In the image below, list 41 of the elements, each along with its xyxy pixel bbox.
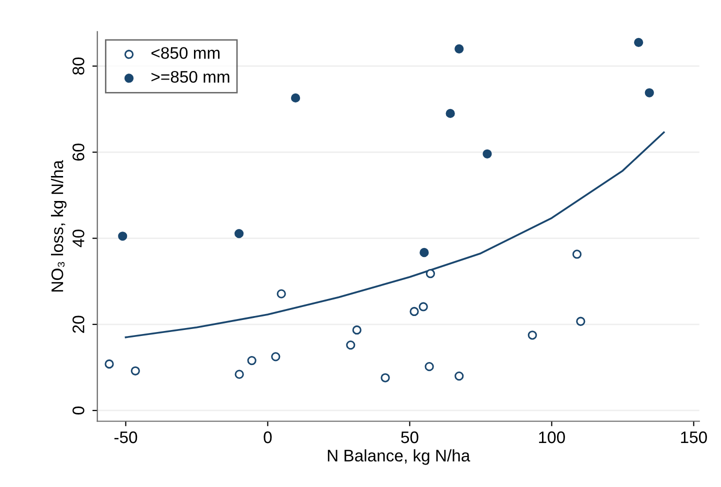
- y-tick-label: 80: [72, 57, 84, 75]
- point: [482, 149, 492, 158]
- x-axis-title: N Balance, kg N/ha: [328, 449, 470, 465]
- y-axis-title: NO₃ loss, kg N/ha: [50, 160, 67, 292]
- point: [346, 340, 356, 350]
- point: [380, 373, 390, 382]
- line-series: [124, 131, 665, 338]
- point: [454, 371, 464, 381]
- point: [410, 306, 419, 316]
- point: [446, 108, 455, 118]
- point: [352, 325, 362, 335]
- point: [572, 250, 582, 259]
- y-tick-label: 0: [72, 406, 84, 414]
- point: [644, 88, 654, 98]
- point: [276, 289, 286, 298]
- point: [420, 248, 429, 258]
- point: [424, 362, 434, 372]
- point: [634, 38, 644, 47]
- point: [234, 228, 244, 238]
- point: [576, 316, 586, 326]
- x-tick-label: 100: [539, 431, 565, 444]
- x-tick-label: 0: [264, 431, 272, 444]
- point: [426, 269, 436, 278]
- y-tick-label: 40: [72, 230, 84, 248]
- legend-label: <850 mm: [151, 47, 220, 59]
- point: [528, 330, 537, 340]
- point: [271, 352, 280, 362]
- legend-label: >=850 mm: [151, 70, 230, 83]
- y-tick-label: 20: [72, 316, 84, 333]
- point: [104, 359, 114, 369]
- point: [234, 370, 244, 379]
- point: [418, 302, 428, 312]
- y-tick-label: 60: [72, 144, 84, 161]
- point: [118, 232, 128, 241]
- point: [130, 366, 140, 376]
- x-tick-label: 150: [681, 431, 707, 444]
- point: [454, 44, 464, 54]
- x-tick-label: 50: [401, 431, 418, 444]
- point: [290, 93, 300, 103]
- point: [247, 356, 256, 366]
- x-tick-label: -50: [114, 431, 138, 444]
